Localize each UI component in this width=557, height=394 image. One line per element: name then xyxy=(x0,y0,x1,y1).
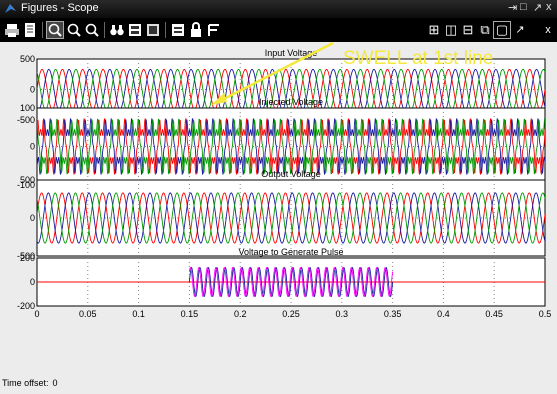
signal-trace xyxy=(37,118,545,175)
maximize-window-icon[interactable]: □ xyxy=(520,1,527,13)
x-tick-label: 0.1 xyxy=(132,309,145,319)
zoom-x-icon[interactable] xyxy=(66,22,82,38)
binoculars-icon[interactable] xyxy=(109,22,125,38)
signal-trace xyxy=(37,192,545,244)
x-tick-label: 0.15 xyxy=(181,309,199,319)
signal-trace xyxy=(188,266,394,297)
x-tick-label: 0.3 xyxy=(336,309,349,319)
y-tick-label: -100 xyxy=(17,180,35,190)
x-tick-label: 0.4 xyxy=(437,309,450,319)
axes-layer: Input Voltage 500 0 -500 Injected Voltage 100… xyxy=(17,48,551,319)
print-preview-icon[interactable] xyxy=(22,22,38,38)
time-offset-status: Time offset: 0 xyxy=(2,378,62,388)
layout-rows-icon[interactable]: ⊟ xyxy=(462,22,474,37)
pin-icon[interactable]: ↗ xyxy=(515,24,525,36)
signal-trace xyxy=(37,118,545,175)
restore-icon[interactable]: ▢ xyxy=(493,21,511,39)
signal-trace xyxy=(37,192,545,244)
close-window-icon[interactable]: x xyxy=(546,1,552,13)
layout-columns-icon[interactable]: ◫ xyxy=(444,22,458,37)
toolbar-separator xyxy=(42,22,43,38)
layout-grid-icon[interactable]: ⊞ xyxy=(428,22,440,37)
params-icon[interactable] xyxy=(170,22,186,38)
restore-axes-icon[interactable] xyxy=(145,22,161,38)
x-tick-label: 0.45 xyxy=(485,309,503,319)
signal-select-icon[interactable] xyxy=(206,22,222,38)
plot-title: Output Voltage xyxy=(261,169,321,179)
x-tick-label: 0.5 xyxy=(539,309,552,319)
undock-window-icon[interactable]: ↗ xyxy=(533,2,543,14)
y-tick-label: -200 xyxy=(17,301,35,311)
toolbar-separator xyxy=(104,22,105,38)
plot-traces xyxy=(37,192,545,244)
signal-trace xyxy=(188,266,394,298)
plot-traces xyxy=(37,266,545,298)
y-tick-label: -500 xyxy=(17,251,35,261)
time-offset-label: Time offset: xyxy=(2,378,49,388)
scope-plot-area: Input Voltage 500 0 -500 Injected Voltage 100… xyxy=(17,42,551,319)
lock-icon[interactable] xyxy=(188,22,204,38)
y-tick-label: 0 xyxy=(30,277,35,287)
title-bar: Figures - Scope ⇥ □ ↗ x xyxy=(0,0,557,18)
y-tick-label: 200 xyxy=(20,253,35,263)
y-tick-label: 500 xyxy=(20,175,35,185)
close-icon[interactable]: x xyxy=(545,24,551,36)
signal-trace xyxy=(37,68,545,111)
undock-icon[interactable]: ⧉ xyxy=(480,22,490,37)
plot-title: Voltage to Generate Pulse xyxy=(238,247,343,257)
y-tick-label: 0 xyxy=(30,213,35,223)
matlab-logo-icon xyxy=(5,4,16,13)
plot-title: Input Voltage xyxy=(265,48,318,58)
signal-trace xyxy=(37,118,545,175)
plot-title: Injected Voltage xyxy=(259,97,323,107)
zoom-icon[interactable] xyxy=(46,21,64,39)
y-tick-label: 500 xyxy=(20,54,35,64)
y-tick-label: -500 xyxy=(17,115,35,125)
time-offset-value: 0 xyxy=(52,378,58,388)
plot-traces xyxy=(37,118,545,175)
print-icon[interactable] xyxy=(4,22,20,38)
y-tick-label: 0 xyxy=(30,142,35,152)
signal-trace xyxy=(37,192,545,244)
save-axes-icon[interactable] xyxy=(127,22,143,38)
zoom-y-icon[interactable] xyxy=(84,22,100,38)
signal-trace xyxy=(37,68,545,111)
toolbar-separator xyxy=(165,22,166,38)
window-title: Figures - Scope xyxy=(21,2,99,14)
signal-trace xyxy=(37,68,545,111)
plot-traces xyxy=(37,68,545,111)
x-tick-label: 0.35 xyxy=(384,309,402,319)
x-tick-label: 0.25 xyxy=(282,309,300,319)
toolbar: ⊞ ◫ ⊟ ⧉ ▢ ↗ x xyxy=(0,18,557,42)
annotation-arrow xyxy=(211,42,334,105)
y-tick-label: 0 xyxy=(30,85,35,95)
pin-window-icon[interactable]: ⇥ xyxy=(508,2,518,14)
x-tick-label: 0.05 xyxy=(79,309,97,319)
y-tick-label: 100 xyxy=(20,103,35,113)
x-tick-label: 0 xyxy=(34,309,39,319)
x-tick-label: 0.2 xyxy=(234,309,247,319)
swell-annotation: SWELL at 1st line xyxy=(343,48,494,69)
